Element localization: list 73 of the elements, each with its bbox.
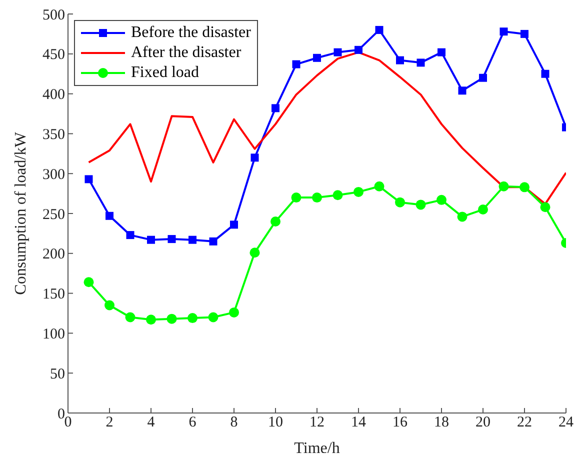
point [540, 202, 550, 212]
point [438, 48, 446, 56]
point [270, 216, 280, 226]
y-tick-label: 400 [42, 87, 65, 104]
point [520, 30, 528, 38]
y-tick-label: 100 [42, 326, 65, 343]
point [312, 192, 322, 203]
point [230, 220, 238, 229]
y-tick-label: 150 [42, 286, 65, 303]
point [375, 26, 384, 34]
legend-label: After the disaster [131, 43, 242, 63]
point [498, 181, 509, 192]
point [292, 60, 300, 68]
point [396, 56, 404, 64]
point [416, 200, 426, 210]
x-tick-label: 4 [147, 414, 156, 431]
point [84, 175, 93, 184]
point [125, 312, 136, 322]
y-tick-label: 500 [42, 7, 65, 24]
point [104, 300, 114, 310]
y-tick-label: 50 [50, 366, 65, 382]
legend-label: Fixed load [131, 63, 199, 83]
point [395, 197, 405, 208]
point [209, 237, 218, 246]
point [313, 54, 321, 62]
x-tick-label: 8 [230, 414, 238, 431]
point [250, 154, 259, 162]
x-tick-label: 24 [558, 414, 574, 431]
point [541, 70, 550, 78]
x-tick-label: 14 [351, 414, 366, 431]
point [229, 307, 239, 318]
point [168, 235, 176, 244]
y-tick-label: 350 [42, 127, 65, 144]
x-tick-label: 18 [434, 414, 449, 431]
y-tick-label: 450 [42, 47, 65, 64]
x-tick-label: 20 [476, 414, 490, 431]
point [479, 74, 487, 82]
x-tick-label: 16 [392, 414, 408, 431]
x-tick-label: 2 [106, 414, 114, 431]
point [126, 231, 134, 240]
point [436, 194, 446, 205]
point [106, 212, 114, 220]
y-tick-label: 200 [42, 246, 65, 263]
legend-label: Before the disaster [131, 23, 251, 43]
point [457, 212, 468, 222]
point [166, 314, 177, 324]
x-tick-label: 12 [310, 414, 324, 431]
y-tick-label: 300 [42, 166, 65, 183]
point [146, 314, 156, 325]
point [354, 46, 362, 54]
point [188, 313, 198, 324]
point [478, 204, 488, 215]
point [520, 182, 530, 192]
point [332, 190, 343, 200]
point [334, 48, 342, 56]
x-tick-label: 6 [188, 414, 197, 431]
point [374, 181, 384, 192]
point [291, 192, 302, 203]
x-tick-label: 22 [517, 414, 532, 431]
point [354, 186, 364, 197]
point [500, 28, 508, 36]
point [458, 86, 466, 95]
point [416, 58, 425, 67]
x-tick-label: 10 [268, 414, 283, 431]
x-axis-title: Time/h [294, 440, 340, 455]
y-axis-title: Consumption of load/kW [12, 131, 30, 295]
point [272, 104, 280, 112]
point [84, 277, 94, 288]
point [188, 236, 196, 244]
point [147, 236, 155, 244]
y-tick-label: 250 [42, 206, 65, 223]
point [250, 248, 260, 258]
point [208, 312, 218, 322]
